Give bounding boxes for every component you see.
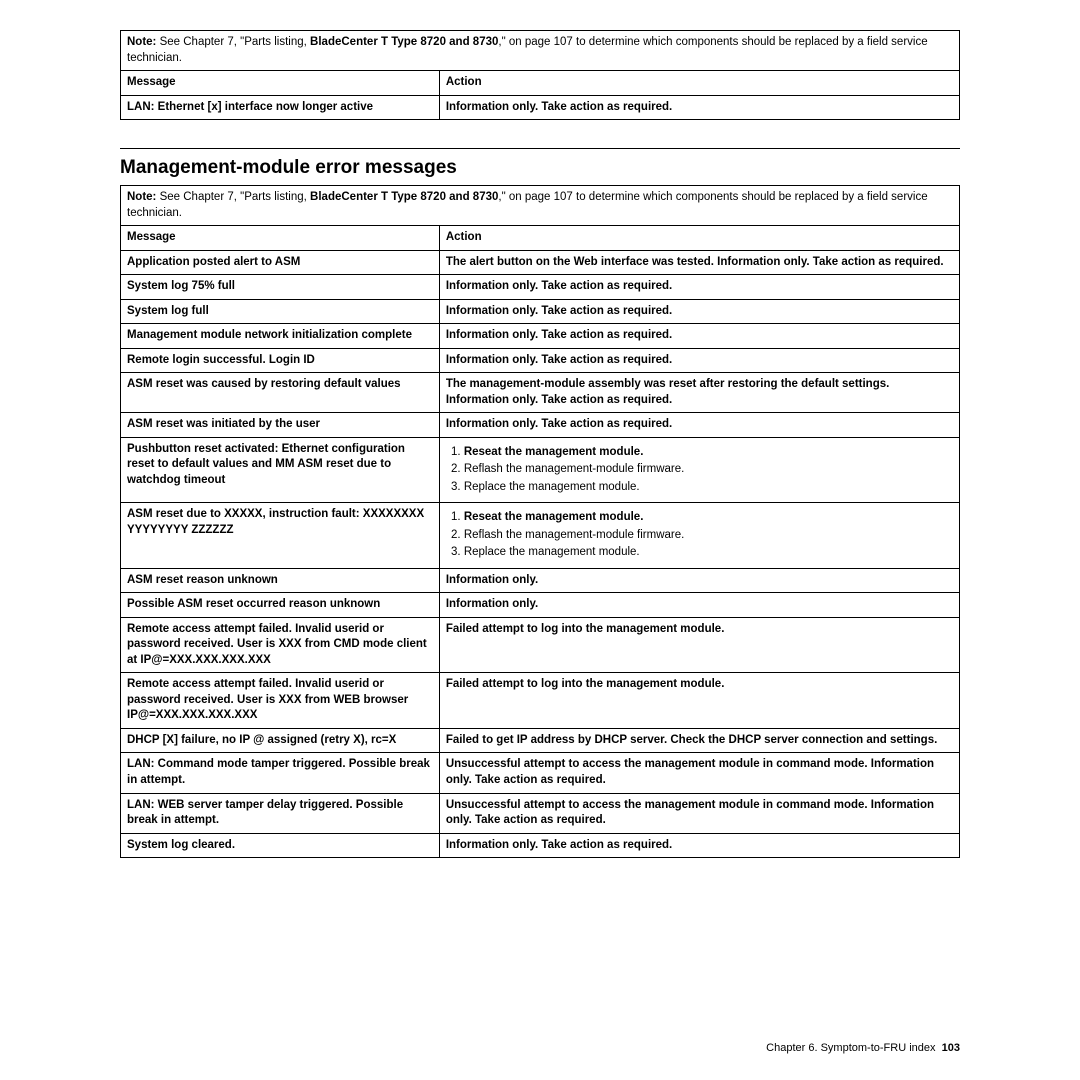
- table-row: Possible ASM reset occurred reason unkno…: [121, 593, 960, 618]
- list-item: Reflash the management-module firmware.: [464, 461, 953, 479]
- table-row: Management module network initialization…: [121, 324, 960, 349]
- table-row: ASM reset was caused by restoring defaul…: [121, 373, 960, 413]
- note-text1: See Chapter 7, "Parts listing,: [156, 36, 310, 48]
- note-row: Note: See Chapter 7, "Parts listing, Bla…: [121, 31, 960, 71]
- table-row: DHCP [X] failure, no IP @ assigned (retr…: [121, 728, 960, 753]
- table-row: Remote access attempt failed. Invalid us…: [121, 617, 960, 673]
- list-item: Replace the management module.: [464, 544, 953, 562]
- action-list-cell: Reseat the management module. Reflash th…: [439, 503, 959, 569]
- table-row: ASM reset reason unknownInformation only…: [121, 568, 960, 593]
- note-bold: BladeCenter T Type 8720 and 8730: [310, 191, 498, 203]
- note-bold: BladeCenter T Type 8720 and 8730: [310, 36, 498, 48]
- action-cell: Information only. Take action as require…: [439, 95, 959, 120]
- table-row: Application posted alert to ASMThe alert…: [121, 250, 960, 275]
- col-message: Message: [121, 71, 440, 96]
- table-row: System log cleared.Information only. Tak…: [121, 833, 960, 858]
- list-item: Replace the management module.: [464, 479, 953, 497]
- list-item: Reflash the management-module firmware.: [464, 527, 953, 545]
- table-row: System log fullInformation only. Take ac…: [121, 299, 960, 324]
- note-prefix: Note:: [127, 191, 156, 203]
- col-message: Message: [121, 226, 440, 251]
- table-row: ASM reset due to XXXXX, instruction faul…: [121, 503, 960, 569]
- table-row: Pushbutton reset activated: Ethernet con…: [121, 437, 960, 503]
- page-footer: Chapter 6. Symptom-to-FRU index 103: [766, 1042, 960, 1054]
- action-list-cell: Reseat the management module. Reflash th…: [439, 437, 959, 503]
- table-row: Remote login successful. Login IDInforma…: [121, 348, 960, 373]
- page-number: 103: [942, 1042, 960, 1054]
- table-row: System log 75% fullInformation only. Tak…: [121, 275, 960, 300]
- table-mgmt-module-errors: Note: See Chapter 7, "Parts listing, Bla…: [120, 185, 960, 858]
- table-row: ASM reset was initiated by the userInfor…: [121, 413, 960, 438]
- list-item: Reseat the management module.: [464, 509, 953, 527]
- msg-cell: LAN: Ethernet [x] interface now longer a…: [121, 95, 440, 120]
- footer-chapter: Chapter 6. Symptom-to-FRU index: [766, 1042, 935, 1054]
- table-lan-ethernet: Note: See Chapter 7, "Parts listing, Bla…: [120, 30, 960, 120]
- list-item: Reseat the management module.: [464, 444, 953, 462]
- section-heading: Management-module error messages: [120, 148, 960, 179]
- table-row: LAN: WEB server tamper delay triggered. …: [121, 793, 960, 833]
- col-action: Action: [439, 226, 959, 251]
- table-row: Remote access attempt failed. Invalid us…: [121, 673, 960, 729]
- note-prefix: Note:: [127, 36, 156, 48]
- col-action: Action: [439, 71, 959, 96]
- note-row: Note: See Chapter 7, "Parts listing, Bla…: [121, 186, 960, 226]
- note-text1: See Chapter 7, "Parts listing,: [156, 191, 310, 203]
- table-row: LAN: Command mode tamper triggered. Poss…: [121, 753, 960, 793]
